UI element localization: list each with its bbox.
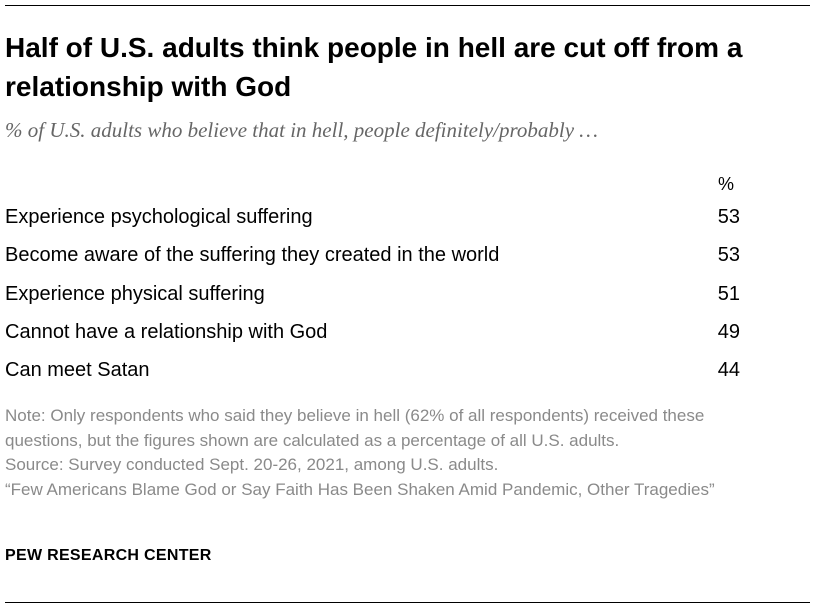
note: Note: Only respondents who said they bel… [5,406,705,450]
header-row: % [5,170,740,198]
table-row: Experience psychological suffering 53 [5,198,740,236]
row-label: Become aware of the suffering they creat… [5,244,500,267]
row-label: Experience psychological suffering [5,206,313,228]
notes: Note: Only respondents who said they bel… [5,404,775,502]
top-rule [5,5,810,6]
source: Source: Survey conducted Sept. 20-26, 20… [5,455,499,474]
table-row: Become aware of the suffering they creat… [5,236,740,274]
table-row: Can meet Satan 44 [5,351,740,389]
row-label: Cannot have a relationship with God [5,320,328,343]
subtitle: % of U.S. adults who believe that in hel… [5,118,598,142]
column-header: % [717,174,734,194]
table-row: Cannot have a relationship with God 49 [5,313,740,351]
brand: PEW RESEARCH CENTER [5,547,212,564]
row-value: 44 [717,359,740,382]
table: % Experience psychological suffering 53 Be… [5,170,740,389]
row-label: Experience physical suffering [5,282,265,305]
bottom-rule [5,602,810,603]
row-value: 53 [717,206,740,228]
row-label: Can meet Satan [5,359,150,382]
table-row: Experience physical suffering 51 [5,275,740,313]
title: Half of U.S. adults think people in hell… [5,32,743,102]
row-value: 51 [717,282,740,305]
row-value: 53 [717,244,740,267]
row-value: 49 [717,320,740,343]
citation: “Few Americans Blame God or Say Faith Ha… [5,479,715,499]
